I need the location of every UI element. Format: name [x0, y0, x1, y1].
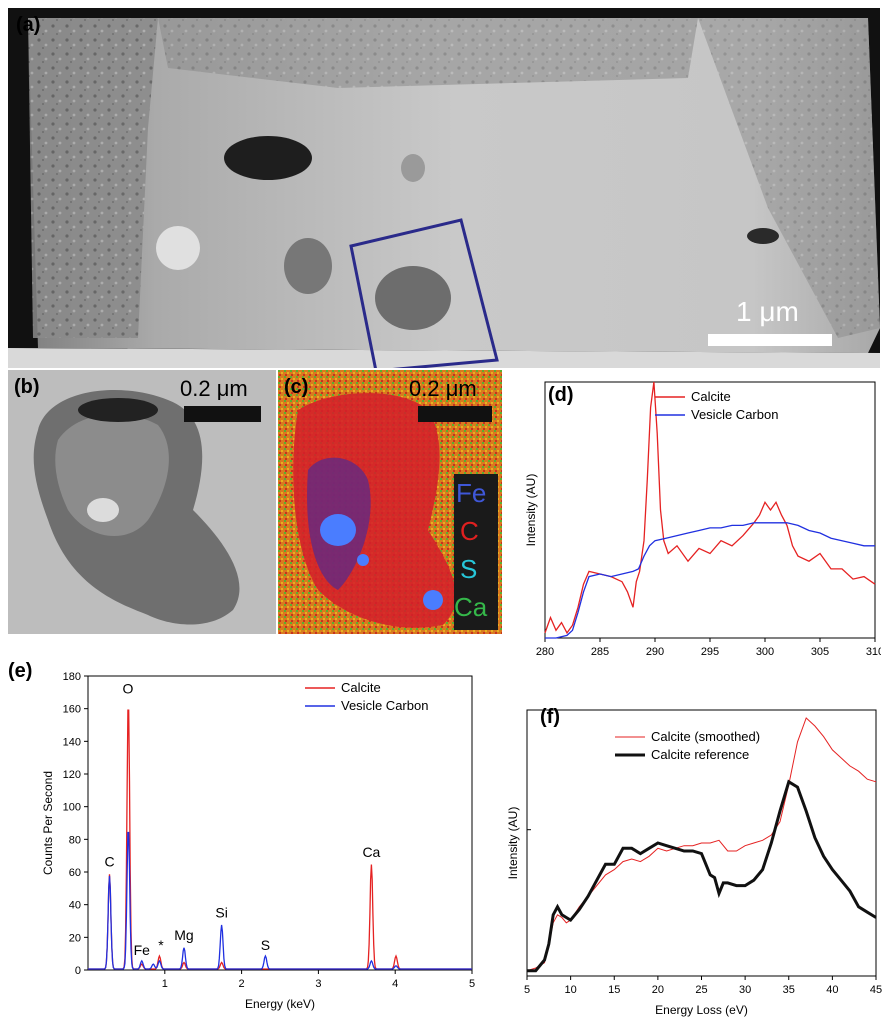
y-axis-label: Counts Per Second [41, 771, 55, 875]
y-tick-label: 120 [63, 769, 81, 781]
x-tick-label: 5 [469, 978, 475, 990]
x-tick-label: 305 [811, 646, 829, 658]
series-line-1 [527, 782, 876, 971]
x-tick-label: 280 [536, 646, 554, 658]
panel-b-micrograph: (b) 0.2 μm [8, 370, 276, 634]
chart-d: 280 285 290 295 300 305 310 Energy Loss (eV) Int… [505, 370, 881, 666]
x-tick-label: 30 [739, 984, 751, 996]
x-tick-label: 295 [701, 646, 719, 658]
x-tick-label: 3 [315, 978, 321, 990]
peak-label: S [261, 937, 270, 953]
peak-label: O [122, 681, 133, 697]
legend-label: Calcite [341, 680, 381, 695]
panel-b-label: (b) [14, 376, 40, 399]
peak-label: Fe [134, 942, 151, 958]
y-tick-label: 100 [63, 802, 81, 814]
plot-frame [88, 676, 472, 970]
chart-e: 1 2 3 4 5 0 20 40 60 80 100 120 140 160 180 Energy (keV… [0, 660, 500, 1022]
panel-c-label: (c) [284, 376, 308, 399]
peak-label: Si [215, 904, 227, 920]
scale-label-b: 0.2 μm [180, 376, 248, 402]
legend-label: Vesicle Carbon [691, 407, 778, 422]
peak-label: * [158, 937, 164, 953]
x-tick-label: 35 [783, 984, 795, 996]
legend-label: Vesicle Carbon [341, 698, 428, 713]
x-axis-label: Energy Loss (eV) [655, 1003, 748, 1017]
panel-c-element-map: (c) 0.2 μm Fe C S Ca [278, 370, 502, 634]
x-tick-label: 1 [162, 978, 168, 990]
y-tick-label: 20 [69, 932, 81, 944]
series-line-0 [88, 710, 472, 969]
scale-bar-a [708, 334, 832, 346]
scale-bar-c [418, 406, 492, 422]
peak-label: Ca [362, 844, 380, 860]
x-tick-label: 300 [756, 646, 774, 658]
x-tick-label: 15 [608, 984, 620, 996]
x-tick-label: 5 [524, 984, 530, 996]
legend-c: C [460, 516, 479, 547]
legend-label: Calcite (smoothed) [651, 729, 760, 744]
panel-a-label: (a) [16, 14, 40, 37]
x-tick-label: 2 [239, 978, 245, 990]
scale-label-c: 0.2 μm [409, 376, 477, 402]
panel-a-micrograph: (a) 1 μm [8, 8, 880, 368]
y-tick-label: 80 [69, 834, 81, 846]
x-axis-label: Energy (keV) [245, 997, 315, 1011]
x-tick-label: 25 [695, 984, 707, 996]
scale-bar-b [184, 406, 261, 422]
series-line-1 [545, 523, 875, 638]
y-tick-label: 160 [63, 704, 81, 716]
x-tick-label: 45 [870, 984, 882, 996]
x-tick-label: 285 [591, 646, 609, 658]
x-tick-label: 40 [826, 984, 838, 996]
y-tick-label: 140 [63, 736, 81, 748]
x-tick-label: 290 [646, 646, 664, 658]
y-tick-label: 180 [63, 671, 81, 683]
x-axis-label: Energy Loss (eV) [664, 665, 757, 666]
x-tick-label: 20 [652, 984, 664, 996]
x-tick-label: 10 [565, 984, 577, 996]
legend-fe: Fe [456, 478, 486, 509]
peak-label: Mg [174, 927, 193, 943]
y-tick-label: 60 [69, 867, 81, 879]
scale-label-a: 1 μm [736, 296, 799, 328]
legend-s: S [460, 554, 477, 585]
x-tick-label: 310 [866, 646, 881, 658]
x-tick-label: 4 [392, 978, 398, 990]
peak-label: C [104, 854, 114, 870]
y-axis-label: Intensity (AU) [506, 807, 520, 880]
y-axis-label: Intensity (AU) [524, 474, 538, 547]
y-tick-label: 40 [69, 900, 81, 912]
legend-label: Calcite [691, 389, 731, 404]
legend-ca: Ca [454, 592, 487, 623]
chart-f: 5 10 15 20 25 30 35 40 45 Energy Loss (eV) Intensi… [500, 700, 883, 1022]
legend-label: Calcite reference [651, 747, 749, 762]
element-legend: Fe C S Ca [454, 474, 498, 630]
y-tick-label: 0 [75, 965, 81, 977]
